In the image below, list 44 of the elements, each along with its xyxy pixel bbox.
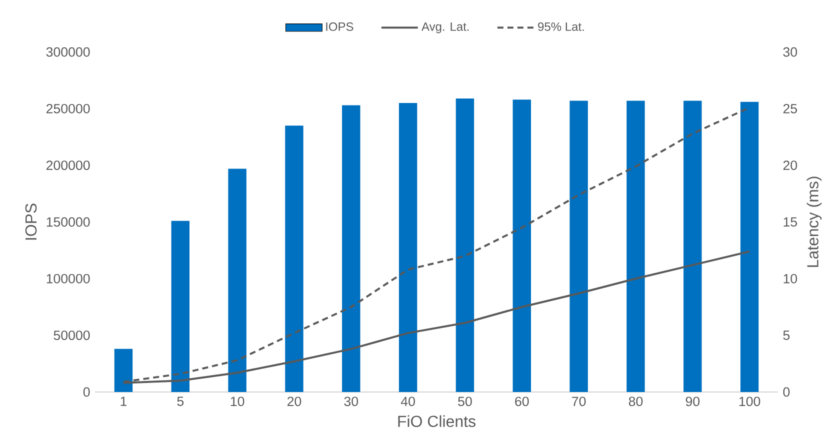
x-tick-label: 100 bbox=[739, 396, 760, 406]
y-tick-label: 50000 bbox=[54, 330, 90, 340]
bar bbox=[398, 102, 418, 392]
bar bbox=[114, 348, 133, 392]
x-axis-title: FiO Clients bbox=[398, 415, 476, 428]
x-tick-label: 1 bbox=[120, 396, 127, 406]
y2-tick-label: 30 bbox=[783, 47, 798, 57]
x-tick-label: 60 bbox=[515, 396, 529, 406]
y2-tick-label: 15 bbox=[784, 217, 797, 227]
y-tick-label: 250000 bbox=[46, 104, 90, 114]
x-tick-label: 40 bbox=[400, 396, 415, 406]
y-tick-label: 0 bbox=[83, 387, 90, 397]
bar bbox=[285, 126, 304, 392]
x-tick-label: 30 bbox=[344, 396, 358, 406]
y-axis-title: IOPS bbox=[25, 204, 37, 240]
x-tick-label: 80 bbox=[628, 396, 643, 406]
y-tick-label: 300000 bbox=[46, 47, 90, 57]
x-tick-label: 70 bbox=[572, 396, 586, 406]
y-tick-label: 150000 bbox=[46, 217, 90, 227]
y2-tick-label: 20 bbox=[783, 160, 798, 170]
y2-axis-title: Latency (ms) bbox=[806, 176, 822, 267]
bar bbox=[456, 98, 474, 392]
bar bbox=[342, 105, 360, 392]
y2-tick-label: 25 bbox=[783, 104, 797, 114]
x-tick-label: 90 bbox=[686, 396, 700, 406]
x-tick-label: 50 bbox=[458, 396, 472, 406]
bar bbox=[626, 100, 645, 392]
legend-label: Avg. Lat. bbox=[422, 22, 469, 34]
x-tick-label: 10 bbox=[230, 396, 244, 406]
legend-label: 95% Lat. bbox=[538, 22, 584, 31]
x-tick-label: 5 bbox=[177, 396, 184, 406]
y-tick-label: 200000 bbox=[46, 160, 90, 170]
bar bbox=[570, 100, 588, 392]
bar bbox=[171, 220, 190, 392]
y-tick-label: 100000 bbox=[46, 274, 90, 284]
legend-label: IOPS bbox=[326, 22, 354, 31]
bar bbox=[684, 100, 702, 392]
x-tick-label: 20 bbox=[287, 396, 302, 406]
bar bbox=[740, 102, 759, 392]
y2-tick-label: 0 bbox=[783, 387, 790, 397]
bar bbox=[228, 168, 246, 392]
y2-tick-label: 5 bbox=[783, 330, 790, 340]
y2-tick-label: 10 bbox=[784, 274, 798, 284]
bar bbox=[512, 100, 531, 392]
